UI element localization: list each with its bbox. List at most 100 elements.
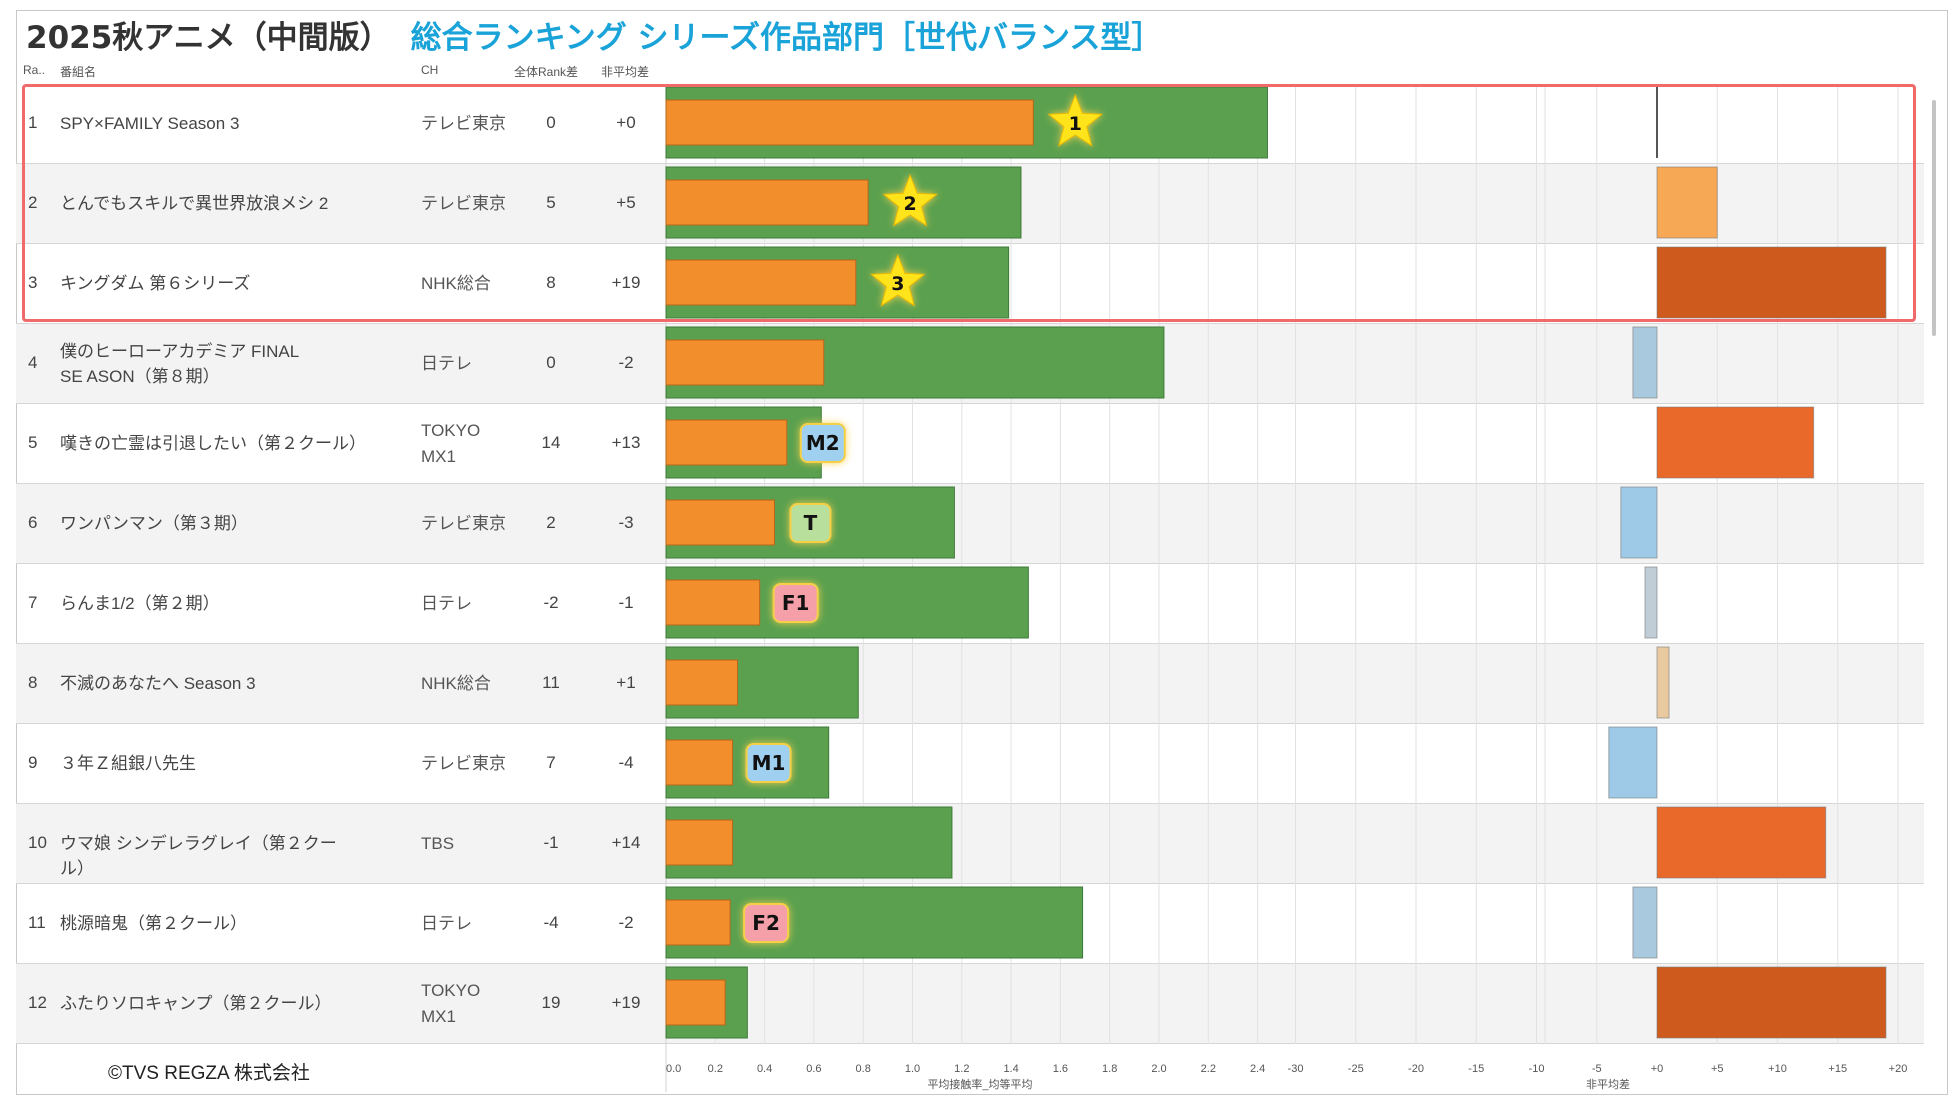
header-name[interactable]: 番組名	[60, 65, 97, 79]
row-nonavg-diff: +13	[611, 433, 641, 452]
row-program-name: とんでもスキルで異世界放浪メシ 2	[60, 194, 329, 213]
row-program-name: キングダム 第６シリーズ	[60, 274, 251, 293]
segment-badge	[743, 903, 790, 943]
segment-badge-label: T	[804, 511, 818, 535]
row-rank: 2	[28, 193, 38, 212]
bar-reach-avg	[665, 886, 1084, 959]
row-rank: 3	[28, 273, 38, 292]
bar-target-reach	[665, 579, 761, 626]
row-channel: テレビ東京	[421, 754, 506, 773]
table-row[interactable]: 1 SPY×FAMILY Season 3 テレビ東京 0 +0	[16, 84, 1924, 164]
row-channel: TBS	[421, 834, 455, 853]
row-rank: 5	[28, 433, 38, 452]
bar-target-reach	[665, 499, 775, 546]
bar-nonavg-diff	[1632, 326, 1658, 399]
rank-star-label: 2	[904, 193, 917, 215]
x-tick-label: 0.2	[708, 1063, 723, 1075]
header-rank-diff[interactable]: 全体Rank差	[514, 65, 579, 79]
row-program-name: 桃源暗鬼（第２クール）	[60, 914, 247, 933]
row-channel: TOKYO MX1	[421, 421, 481, 466]
bar-target-reach	[665, 659, 738, 706]
x-tick-label: 1.8	[1102, 1063, 1117, 1075]
row-program-name: 嘆きの亡霊は引退したい（第２クール）	[60, 434, 366, 453]
bar-target-reach	[665, 259, 857, 306]
row-rank: 1	[28, 113, 38, 132]
row-rank-diff: -4	[543, 913, 559, 932]
table-row[interactable]: 8 不滅のあなたへ Season 3 NHK総合 11 +1	[16, 644, 1924, 724]
bar-nonavg-diff	[1620, 486, 1658, 559]
segment-badge-label: M1	[752, 751, 786, 775]
row-rank-diff: 8	[546, 273, 556, 292]
row-rank: 7	[28, 593, 38, 612]
segment-badge	[789, 503, 832, 543]
rank-star-marker	[1047, 93, 1104, 147]
copyright: ©TVS REGZA 株式会社	[108, 1063, 310, 1084]
header-ch[interactable]: CH	[421, 63, 439, 77]
header-nonavg-diff[interactable]: 非平均差	[601, 65, 650, 79]
x-tick-label: 0.4	[757, 1063, 772, 1075]
x-tick-label: 2.0	[1151, 1063, 1166, 1075]
table-row[interactable]: 12 ふたりソロキャンプ（第２クール） TOKYO MX1 19 +19	[16, 964, 1924, 1044]
row-channel: テレビ東京	[421, 114, 506, 133]
x-tick-label: -30	[1288, 1063, 1304, 1075]
x-tick-label: -15	[1468, 1063, 1484, 1075]
bar-nonavg-diff	[1656, 966, 1887, 1039]
row-rank-diff: 2	[546, 513, 556, 532]
row-nonavg-diff: -4	[618, 753, 634, 772]
row-program-name: SPY×FAMILY Season 3	[60, 114, 240, 133]
x-tick-label: 0.8	[856, 1063, 871, 1075]
row-program-name: 不滅のあなたへ Season 3	[60, 674, 256, 693]
row-nonavg-diff: +19	[611, 993, 641, 1012]
bar-nonavg-diff	[1608, 726, 1658, 799]
row-nonavg-diff: +0	[616, 113, 636, 132]
row-nonavg-diff: -2	[618, 353, 634, 372]
rank-star-label: 1	[1069, 113, 1082, 135]
x-tick-label: 1.0	[905, 1063, 920, 1075]
row-channel: TOKYO MX1	[421, 981, 481, 1026]
table-row[interactable]: 7 らんま1/2（第２期） 日テレ -2 -1	[16, 564, 1924, 644]
row-program-name: ふたりソロキャンプ（第２クール）	[60, 994, 332, 1013]
row-rank: 4	[28, 353, 38, 372]
table-row[interactable]: 5 嘆きの亡霊は引退したい（第２クール） TOKYO MX1 14 +13	[16, 404, 1924, 484]
table-row[interactable]: 3 キングダム 第６シリーズ NHK総合 8 +19	[16, 244, 1924, 324]
bar-nonavg-diff	[1656, 646, 1670, 719]
row-rank-diff: 0	[546, 113, 556, 132]
title-main: 2025秋アニメ（中間版）	[26, 20, 391, 56]
x-tick-label: -20	[1408, 1063, 1424, 1075]
x-tick-label: +20	[1889, 1063, 1908, 1075]
segment-badge-label: M2	[806, 431, 840, 455]
vertical-scrollbar[interactable]	[1932, 100, 1936, 336]
row-rank: 12	[28, 993, 47, 1012]
x-tick-label: +10	[1768, 1063, 1787, 1075]
segment-badge-label: F2	[752, 911, 780, 935]
row-nonavg-diff: +19	[611, 273, 641, 292]
row-rank: 9	[28, 753, 38, 772]
row-rank-diff: 11	[542, 673, 560, 692]
row-rank: 8	[28, 673, 38, 692]
row-rank: 10	[28, 833, 47, 852]
row-nonavg-diff: -3	[618, 513, 634, 532]
header-rank[interactable]: Ra..	[23, 63, 46, 77]
row-rank-diff: 7	[546, 753, 556, 772]
table-row[interactable]: 10 ウマ娘 シンデレラグレイ（第２クール） TBS -1 +14	[16, 804, 1924, 884]
x-tick-label: -10	[1529, 1063, 1545, 1075]
bar-target-reach	[665, 739, 734, 786]
row-rank: 6	[28, 513, 38, 532]
row-program-name: 僕のヒーローアカデミア FINAL SE ASON（第８期）	[60, 342, 299, 386]
row-rank-diff: 19	[541, 993, 561, 1012]
row-program-name: ウマ娘 シンデレラグレイ（第２クール）	[60, 834, 337, 878]
table-row[interactable]: 9 ３年Ｚ組銀八先生 テレビ東京 7 -4	[16, 724, 1924, 804]
row-channel: 日テレ	[421, 594, 472, 613]
title-sub: 総合ランキング シリーズ作品部門［世代バランス型］	[410, 20, 1163, 56]
row-rank-diff: -1	[543, 833, 559, 852]
row-channel: テレビ東京	[421, 194, 506, 213]
bar-nonavg-diff	[1644, 566, 1658, 639]
bar-nonavg-diff	[1656, 406, 1815, 479]
row-rank: 11	[28, 913, 46, 932]
x-tick-label: -5	[1592, 1063, 1602, 1075]
table-row[interactable]: 11 桃源暗鬼（第２クール） 日テレ -4 -2	[16, 884, 1924, 964]
segment-badge	[745, 743, 792, 783]
bar-nonavg-diff	[1656, 246, 1887, 319]
table-row[interactable]: 6 ワンパンマン（第３期） テレビ東京 2 -3	[16, 484, 1924, 564]
x-tick-label: -25	[1348, 1063, 1364, 1075]
